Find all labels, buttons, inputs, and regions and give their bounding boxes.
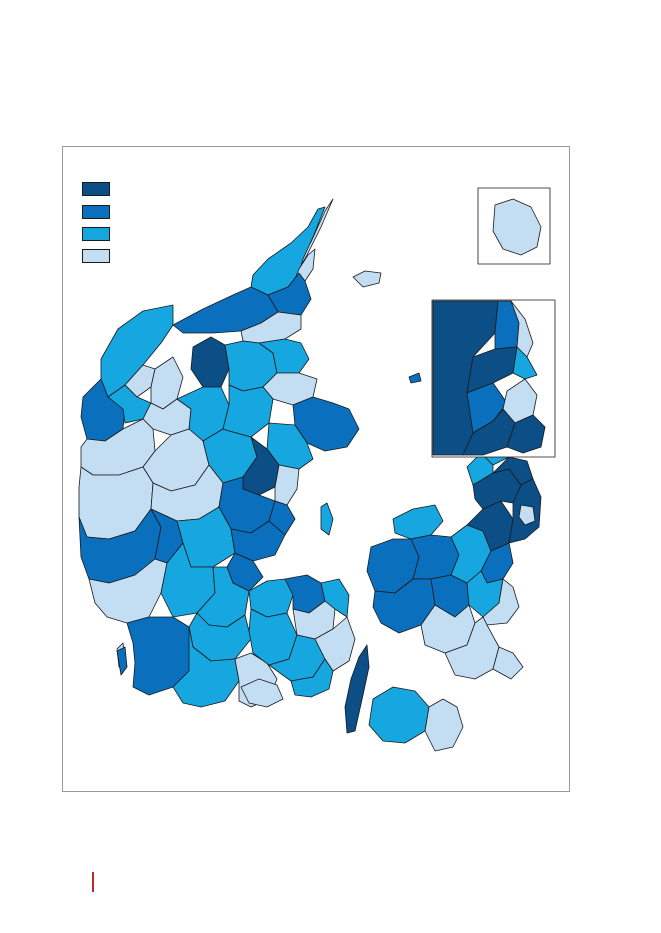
region-vordingborg [444, 616, 500, 680]
region-copenhagen-core [518, 504, 536, 526]
region-odder [274, 464, 300, 506]
region-aeroe [240, 678, 284, 708]
legend-swatch-class-3 [82, 227, 110, 241]
region-aabenraa [172, 626, 240, 708]
region-odsherred [392, 504, 444, 540]
map-frame [62, 146, 570, 792]
region-anholt [408, 372, 422, 384]
legend-swatch-class-2 [82, 205, 110, 219]
region-svendborg [290, 658, 334, 698]
region-falster [424, 698, 464, 752]
legend-swatch-class-1 [82, 182, 110, 196]
region-nyborg [314, 616, 356, 672]
choropleth-map [78, 187, 556, 752]
page-accent-rule [92, 872, 94, 892]
region-randers [222, 384, 274, 438]
region-bornholm [492, 198, 542, 256]
region-lolland [368, 686, 430, 744]
region-moen [492, 646, 524, 680]
region-rebild [258, 338, 310, 374]
region-vesthimmerland [190, 336, 230, 388]
region-samso [320, 502, 334, 536]
region-langeland [344, 644, 370, 734]
inset-region-coast [512, 346, 538, 380]
region-romo [116, 646, 128, 676]
inset-region-amager [506, 414, 546, 454]
legend-swatch-class-4 [82, 249, 110, 263]
region-laeso [352, 270, 382, 288]
